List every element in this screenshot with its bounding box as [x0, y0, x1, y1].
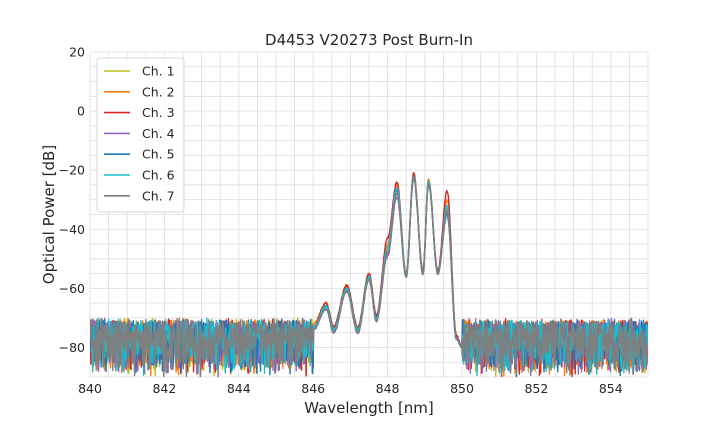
chart-title: D4453 V20273 Post Burn-In [265, 31, 473, 49]
legend-label: Ch. 3 [142, 105, 175, 120]
legend: Ch. 1 Ch. 2 Ch. 3 Ch. 4 Ch. 5 Ch. 6 Ch. 7 [96, 57, 185, 213]
x-tick-label: 844 [227, 381, 251, 396]
x-tick-label: 846 [301, 381, 325, 396]
series-layer [90, 172, 648, 377]
x-tick-label: 850 [450, 381, 474, 396]
x-tick-label: 852 [524, 381, 548, 396]
y-tick-label: −80 [59, 340, 85, 355]
x-tick-label: 848 [376, 381, 400, 396]
x-axis-label: Wavelength [nm] [304, 399, 434, 417]
legend-label: Ch. 7 [142, 188, 175, 203]
legend-label: Ch. 2 [142, 84, 175, 99]
y-axis-label: Optical Power [dB] [40, 145, 58, 284]
legend-label: Ch. 5 [142, 147, 175, 162]
y-tick-label: −40 [59, 222, 85, 237]
legend-box [96, 57, 185, 213]
legend-label: Ch. 6 [142, 168, 175, 183]
series-line-7 [90, 175, 648, 377]
legend-label: Ch. 1 [142, 64, 175, 79]
y-tick-label: 20 [69, 45, 85, 60]
y-tick-label: −20 [59, 163, 85, 178]
x-tick-label: 840 [78, 381, 102, 396]
x-tick-label: 842 [152, 381, 176, 396]
y-tick-label: 0 [77, 104, 85, 119]
tick-labels: 840 842 844 846 848 850 852 854 20 0 −20 −40 −60 −80 [59, 45, 623, 397]
legend-label: Ch. 4 [142, 126, 175, 141]
y-tick-label: −60 [59, 281, 85, 296]
x-tick-label: 854 [599, 381, 623, 396]
